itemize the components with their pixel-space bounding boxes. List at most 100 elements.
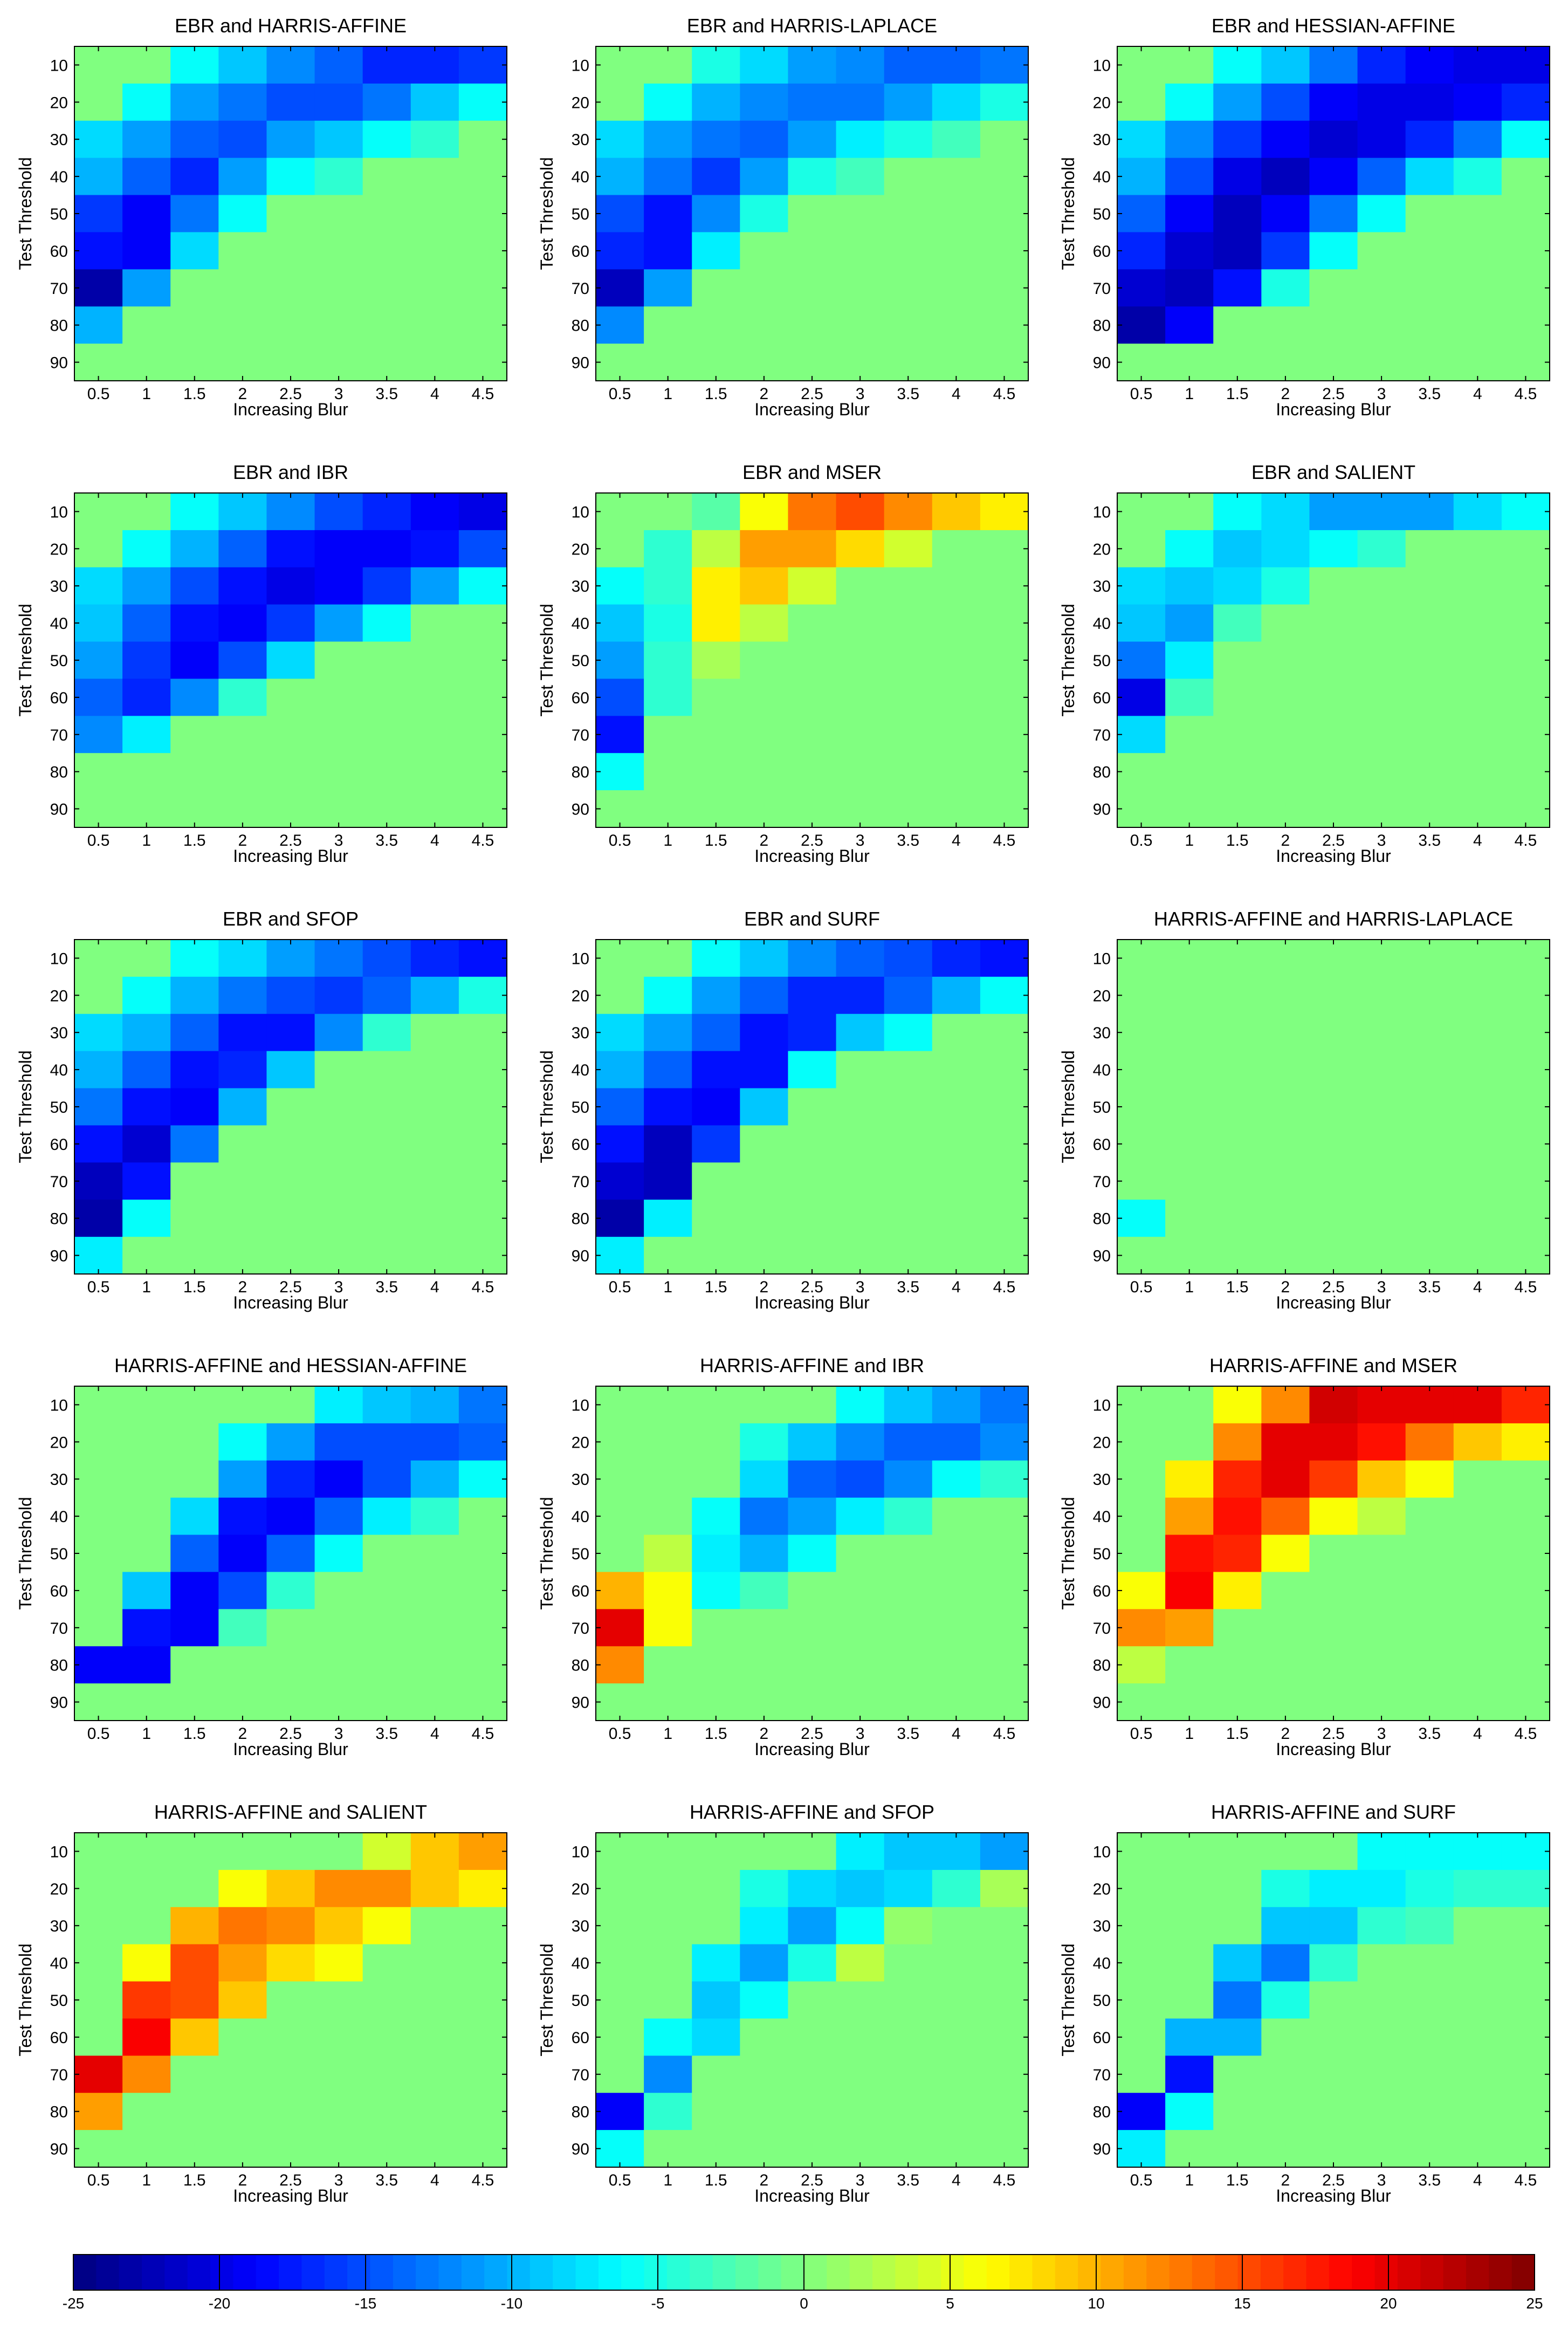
heatmap-cell (1165, 530, 1214, 568)
heatmap-cell (836, 120, 885, 159)
heatmap-cell (122, 1237, 171, 1275)
heatmap-cell (1501, 940, 1550, 977)
heatmap-cell (596, 1088, 644, 1126)
heatmap-cell (1261, 1125, 1310, 1163)
heatmap-cell (596, 1162, 644, 1200)
y-tick-label: 30 (572, 1471, 589, 1489)
heatmap-cell (932, 1833, 981, 1871)
heatmap-cell (1213, 1609, 1262, 1647)
heatmap-cell (884, 344, 933, 381)
heatmap-cell (1261, 1237, 1310, 1275)
heatmap-cell (596, 716, 644, 753)
y-tick-label: 90 (1093, 354, 1111, 372)
heatmap-cell (266, 1609, 315, 1647)
heatmap-cell (692, 1907, 740, 1945)
heatmap-cell (1261, 940, 1310, 977)
heatmap-cell (170, 46, 219, 84)
heatmap-cell (836, 716, 885, 753)
heatmap-cell (1453, 157, 1502, 196)
x-tick-label: 4.5 (472, 2171, 494, 2189)
heatmap-cell (458, 976, 507, 1015)
heatmap-cell (788, 2130, 837, 2168)
heatmap-cell (410, 1423, 459, 1461)
heatmap-cell (692, 1534, 740, 1573)
y-tick-label: 50 (572, 1099, 589, 1116)
heatmap-cell (740, 1907, 789, 1945)
heatmap-cell (836, 1833, 885, 1871)
heatmap-cell (1261, 344, 1310, 381)
heatmap-cell (410, 1833, 459, 1871)
x-tick-label: 1.5 (1226, 385, 1249, 403)
y-tick-label: 60 (572, 2029, 589, 2047)
heatmap-cell (740, 1534, 789, 1573)
heatmap-cell (122, 1013, 171, 1052)
heatmap-cell (1405, 1646, 1454, 1684)
heatmap-cell (788, 83, 837, 121)
heatmap-cell (980, 232, 1029, 270)
heatmap-cell (314, 157, 363, 196)
heatmap-cell (884, 2093, 933, 2130)
heatmap-cell (1213, 1460, 1262, 1498)
x-tick-label: 2.5 (1322, 1725, 1345, 1743)
heatmap-cell (1261, 1572, 1310, 1609)
heatmap-cell (692, 1013, 740, 1052)
heatmap-cell (980, 604, 1029, 642)
heatmap-cell (74, 2130, 123, 2168)
heatmap-cell (644, 232, 692, 270)
heatmap-cell (1453, 120, 1502, 159)
heatmap-cell (122, 976, 171, 1015)
heatmap-cell (1501, 1423, 1550, 1461)
heatmap-cell (932, 1423, 981, 1461)
heatmap-cell (410, 1646, 459, 1684)
x-tick-label: 4.5 (1515, 1278, 1537, 1296)
heatmap-cell (1309, 2130, 1358, 2168)
y-axis-label: Test Threshold (1058, 1050, 1078, 1163)
heatmap-cell (932, 2056, 981, 2093)
heatmap-cell (1117, 1683, 1166, 1721)
colorbar-swatch (598, 2255, 622, 2290)
heatmap-cell (362, 2130, 411, 2168)
heatmap-cell (170, 1386, 219, 1424)
y-tick-label: 10 (50, 503, 68, 521)
heatmap-cell (170, 120, 219, 159)
heatmap-cell (884, 195, 933, 233)
heatmap-cell (1261, 1051, 1310, 1089)
y-tick-label: 50 (50, 1545, 68, 1563)
heatmap-cell (1117, 1125, 1166, 1163)
colorbar-swatch (666, 2255, 690, 2290)
heatmap-cell (170, 269, 219, 307)
heatmap-cell (266, 604, 315, 642)
heatmap-cell (1309, 306, 1358, 344)
colorbar-swatch (964, 2255, 987, 2290)
heatmap-cell (1213, 83, 1262, 121)
y-tick-label: 40 (50, 1061, 68, 1079)
heatmap-cell (644, 940, 692, 977)
heatmap-cell (836, 604, 885, 642)
heatmap-cell (218, 2093, 267, 2130)
heatmap-cell (170, 1683, 219, 1721)
heatmap-cell (644, 1386, 692, 1424)
heatmap-cell (458, 530, 507, 568)
y-tick-label: 80 (1093, 1210, 1111, 1228)
heatmap-cell (1357, 46, 1406, 84)
heatmap-cell (1405, 1200, 1454, 1237)
heatmap-cell (836, 344, 885, 381)
heatmap-cell (596, 344, 644, 381)
heatmap-cell (1405, 344, 1454, 381)
colorbar-swatch (1169, 2255, 1193, 2290)
y-tick-label: 70 (572, 1620, 589, 1638)
heatmap-cell (1117, 2056, 1166, 2093)
heatmap-cell (1165, 195, 1214, 233)
heatmap-cell (1453, 679, 1502, 716)
heatmap-cell (1165, 493, 1214, 531)
panels-layer: EBR and HARRIS-AFFINE1020304050607080900… (16, 15, 1550, 2205)
y-tick-label: 10 (572, 1843, 589, 1861)
heatmap-cell (122, 493, 171, 531)
heatmap-cell (836, 1088, 885, 1126)
x-tick-label: 3 (334, 1278, 343, 1296)
heatmap-cell (644, 306, 692, 344)
heatmap-cell (74, 2018, 123, 2056)
y-tick-label: 80 (572, 1657, 589, 1675)
colorbar-tick-label: 5 (946, 2295, 954, 2312)
